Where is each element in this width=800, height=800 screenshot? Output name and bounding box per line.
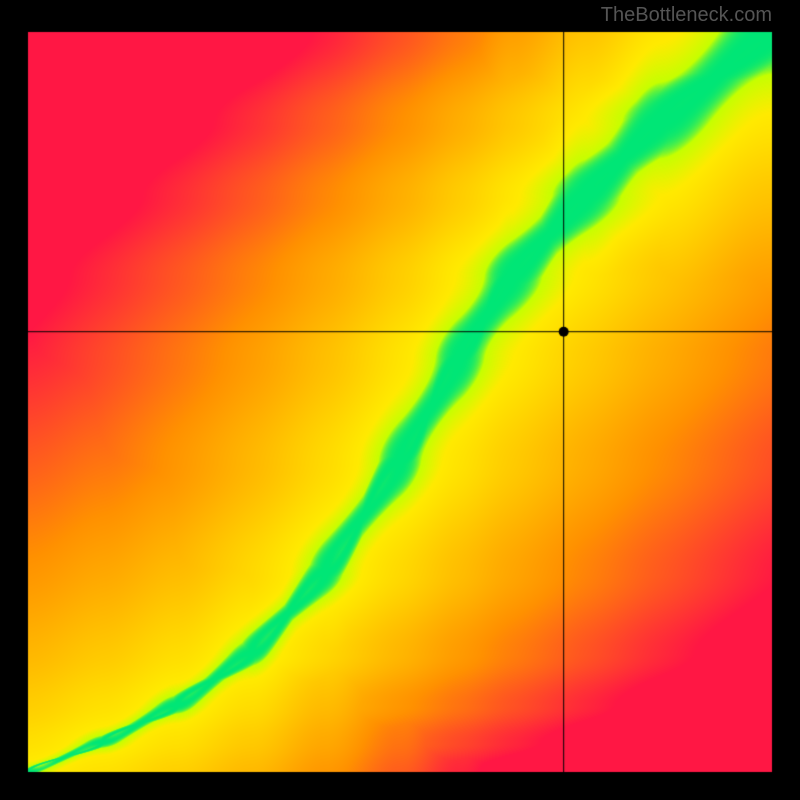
bottleneck-heatmap [0, 0, 800, 800]
chart-container: TheBottleneck.com [0, 0, 800, 800]
watermark-text: TheBottleneck.com [601, 4, 772, 27]
